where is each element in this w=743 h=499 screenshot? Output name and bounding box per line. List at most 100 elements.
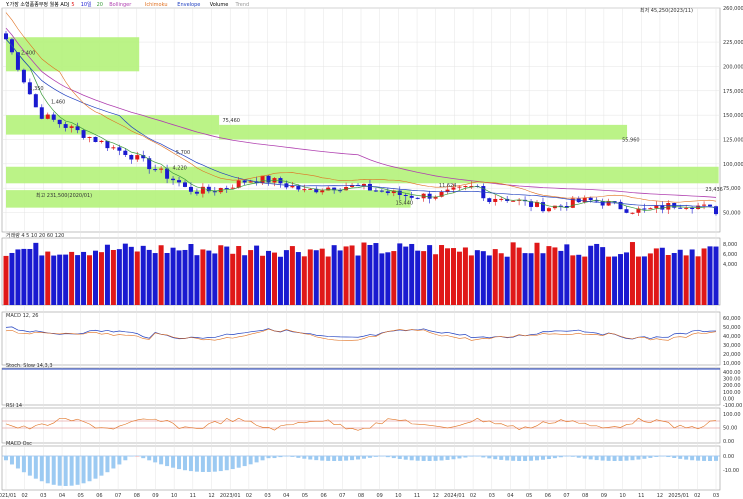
osc-bar	[33, 456, 38, 479]
volume-bar	[182, 249, 188, 305]
price-ytick-label: 225,000	[723, 40, 743, 46]
osc-bar	[540, 456, 545, 460]
candle-body	[445, 189, 450, 192]
volume-bar	[289, 246, 295, 305]
volume-bar	[134, 251, 140, 305]
candle-body	[212, 191, 217, 193]
candle-body	[666, 202, 671, 210]
candle-body	[409, 195, 414, 198]
price-annotation: 4,220	[173, 166, 187, 172]
osc-ytick-label: -10.00	[723, 468, 739, 474]
candle-body	[266, 175, 271, 183]
osc-bar	[177, 456, 182, 470]
x-tick-label: 05	[526, 493, 532, 499]
volume-bar	[427, 245, 433, 305]
osc-bar	[445, 456, 450, 460]
candle-body	[39, 107, 44, 119]
stoch-legend: Stoch. Slow 14,3,3	[6, 363, 53, 369]
osc-bar	[171, 456, 176, 468]
volume-bar	[456, 251, 462, 305]
osc-bar	[690, 456, 695, 461]
candle-body	[367, 183, 372, 191]
volume-bar	[379, 253, 385, 305]
candle-body	[206, 186, 211, 192]
osc-bar	[654, 456, 659, 457]
osc-bar	[570, 456, 575, 457]
osc-bar	[427, 456, 432, 461]
candle-body	[200, 186, 205, 194]
osc-bar	[672, 456, 677, 458]
volume-bar	[313, 250, 319, 305]
volume-ytick-label: 4,000	[723, 262, 737, 268]
price-ytick-label: 260,000	[723, 6, 743, 12]
candle-body	[188, 186, 193, 192]
x-tick-label: 2023/01	[220, 493, 241, 499]
ma-5-line	[5, 39, 717, 211]
price-ytick-label: 75,000	[723, 186, 741, 192]
osc-bar	[230, 456, 235, 470]
candle-body	[141, 155, 146, 159]
osc-bar	[63, 456, 68, 486]
macd-ytick-label: 40,000	[723, 334, 741, 340]
volume-bar	[176, 250, 182, 305]
osc-bar	[9, 456, 14, 465]
volume-bar	[582, 256, 588, 305]
macd-legend: MACD 12, 26	[6, 313, 38, 319]
candle-body	[15, 52, 20, 70]
osc-bar	[123, 456, 128, 461]
volume-bar	[522, 253, 528, 305]
candle-body	[361, 183, 366, 186]
osc-bar	[212, 456, 217, 472]
osc-bar	[159, 456, 164, 465]
osc-bar	[678, 456, 683, 459]
osc-bar	[81, 456, 86, 484]
volume-bar	[242, 255, 248, 305]
volume-bar	[307, 249, 313, 305]
candle-body	[606, 201, 611, 206]
volume-bar	[624, 252, 630, 305]
stoch-ytick-label: 300.00	[723, 377, 741, 383]
volume-bar	[689, 249, 695, 305]
candle-body	[558, 205, 563, 207]
candle-body	[123, 150, 128, 155]
macd-ytick-label: 20,000	[723, 352, 741, 358]
osc-bar	[535, 456, 540, 461]
price-zone	[219, 124, 628, 140]
volume-bar	[665, 255, 671, 305]
volume-bar	[397, 243, 403, 305]
volume-bar	[104, 244, 110, 305]
osc-bar	[660, 456, 665, 457]
volume-bar	[146, 249, 152, 305]
x-tick-label: 04	[283, 493, 289, 499]
osc-bar	[630, 456, 635, 461]
stoch-ytick-label: 200.00	[723, 383, 741, 389]
x-tick-label: 2024/01	[444, 493, 465, 499]
legend-item: Trend	[235, 2, 250, 8]
candle-body	[463, 186, 468, 188]
stoch-ytick-label: 400.00	[723, 370, 741, 376]
volume-bar	[140, 245, 146, 305]
volume-bar	[349, 245, 355, 305]
price-annotation: 1,350	[29, 86, 43, 92]
x-tick-label: 02	[21, 493, 27, 499]
candle-body	[433, 196, 438, 199]
candle-body	[296, 186, 301, 190]
osc-bar	[188, 456, 193, 472]
candle-body	[290, 186, 295, 188]
volume-bar	[635, 256, 641, 305]
osc-bar	[409, 456, 414, 461]
osc-bar	[708, 456, 713, 461]
volume-bar	[612, 256, 618, 305]
macd-ytick-label: 10,000	[723, 361, 741, 367]
volume-bar	[606, 256, 612, 305]
volume-bar	[474, 250, 480, 305]
candle-body	[427, 193, 432, 199]
x-tick-label: 02	[694, 493, 700, 499]
volume-bar	[671, 253, 677, 305]
osc-bar	[361, 456, 366, 459]
price-ytick-label: 50,000	[723, 211, 741, 217]
price-annotation: 5,700	[176, 150, 190, 156]
candle-body	[260, 175, 265, 184]
candle-body	[630, 212, 635, 214]
